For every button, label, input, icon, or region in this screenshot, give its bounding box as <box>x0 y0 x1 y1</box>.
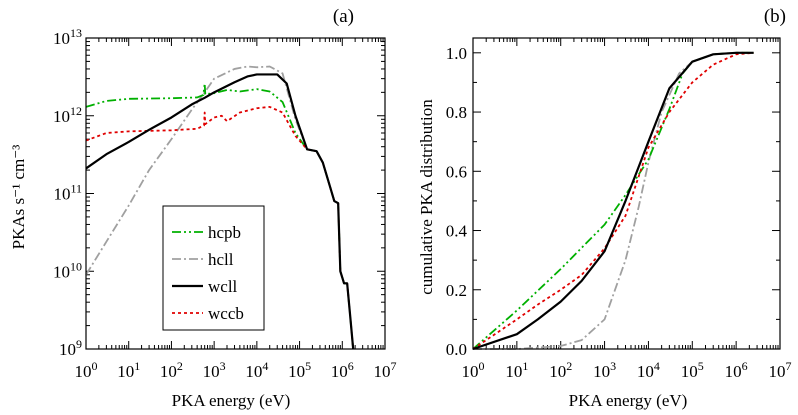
series-wcll-line <box>85 73 355 350</box>
series-hcll-line <box>473 51 754 350</box>
y-tick-label: 0.4 <box>446 222 468 241</box>
x-tick-label: 102 <box>549 359 572 381</box>
panel-a-label: (a) <box>333 6 354 27</box>
x-tick-label: 107 <box>374 359 397 381</box>
x-tick-label: 101 <box>505 359 528 381</box>
y-tick-label: 1.0 <box>446 44 467 63</box>
x-tick-label: 100 <box>462 359 485 381</box>
legend-label-wcll: wcll <box>208 277 238 296</box>
x-tick-label: 105 <box>288 359 311 381</box>
y-tick-label: 0.8 <box>446 103 467 122</box>
legend-label-hcpb: hcpb <box>208 223 241 242</box>
series-hcpb-line <box>472 51 754 350</box>
panel-a-x-axis-title: PKA energy (eV) <box>172 391 291 410</box>
panel-a-ticks: 100 101 102 103 104 105 106 107 109 1010 1011 1012 1… <box>53 26 397 381</box>
panel-a-plot-frame <box>85 37 386 350</box>
panel-b-label: (b) <box>764 6 786 27</box>
x-tick-label: 107 <box>769 359 792 381</box>
panel-b-plot-frame <box>472 37 781 350</box>
x-tick-label: 103 <box>203 359 226 381</box>
x-tick-label: 100 <box>75 359 98 381</box>
panel-a-series <box>85 65 355 350</box>
y-tick-label: 0.0 <box>446 340 467 359</box>
legend-box <box>162 205 265 331</box>
series-wccb-line <box>472 51 754 350</box>
y-tick-label: 1013 <box>53 26 82 48</box>
legend-label-wccb: wccb <box>208 304 244 323</box>
y-tick-label: 1010 <box>53 259 82 281</box>
series-wccb-line <box>85 105 355 350</box>
panel-b-cumulative-chart: (b) PKA energy (eV) cumulative PKA distr… <box>417 6 792 410</box>
panel-b-ticks: 100 101 102 103 104 105 106 107 0.0 0.2 0.4 0.6 0.8 1… <box>446 38 792 381</box>
panel-a-legend: hcpb hcll wcll wccb <box>162 205 265 331</box>
y-tick-label: 0.2 <box>446 281 467 300</box>
y-tick-label: 0.6 <box>446 162 467 181</box>
x-tick-label: 102 <box>160 359 183 381</box>
panel-a-y-axis-title: PKAs s⁻¹ cm⁻³ <box>9 145 28 250</box>
x-tick-label: 101 <box>117 359 140 381</box>
legend-label-hcll: hcll <box>208 250 234 269</box>
x-tick-label: 106 <box>331 359 354 381</box>
y-tick-label: 1012 <box>53 104 82 126</box>
x-tick-label: 104 <box>637 359 660 381</box>
x-tick-label: 106 <box>725 359 748 381</box>
x-tick-label: 103 <box>593 359 616 381</box>
panel-b-series <box>472 51 754 351</box>
panel-b-y-axis-title: cumulative PKA distribution <box>417 99 436 295</box>
panel-b-x-axis-title: PKA energy (eV) <box>569 391 688 410</box>
x-tick-label: 105 <box>681 359 704 381</box>
panel-a-pka-rate-chart: (a) PKA energy (eV) PKAs s⁻¹ cm⁻³ 100 101… <box>9 6 397 410</box>
y-tick-label: 1011 <box>53 182 82 204</box>
series-wcll-line <box>472 51 754 351</box>
x-tick-label: 104 <box>245 359 268 381</box>
y-tick-label: 109 <box>59 337 82 359</box>
